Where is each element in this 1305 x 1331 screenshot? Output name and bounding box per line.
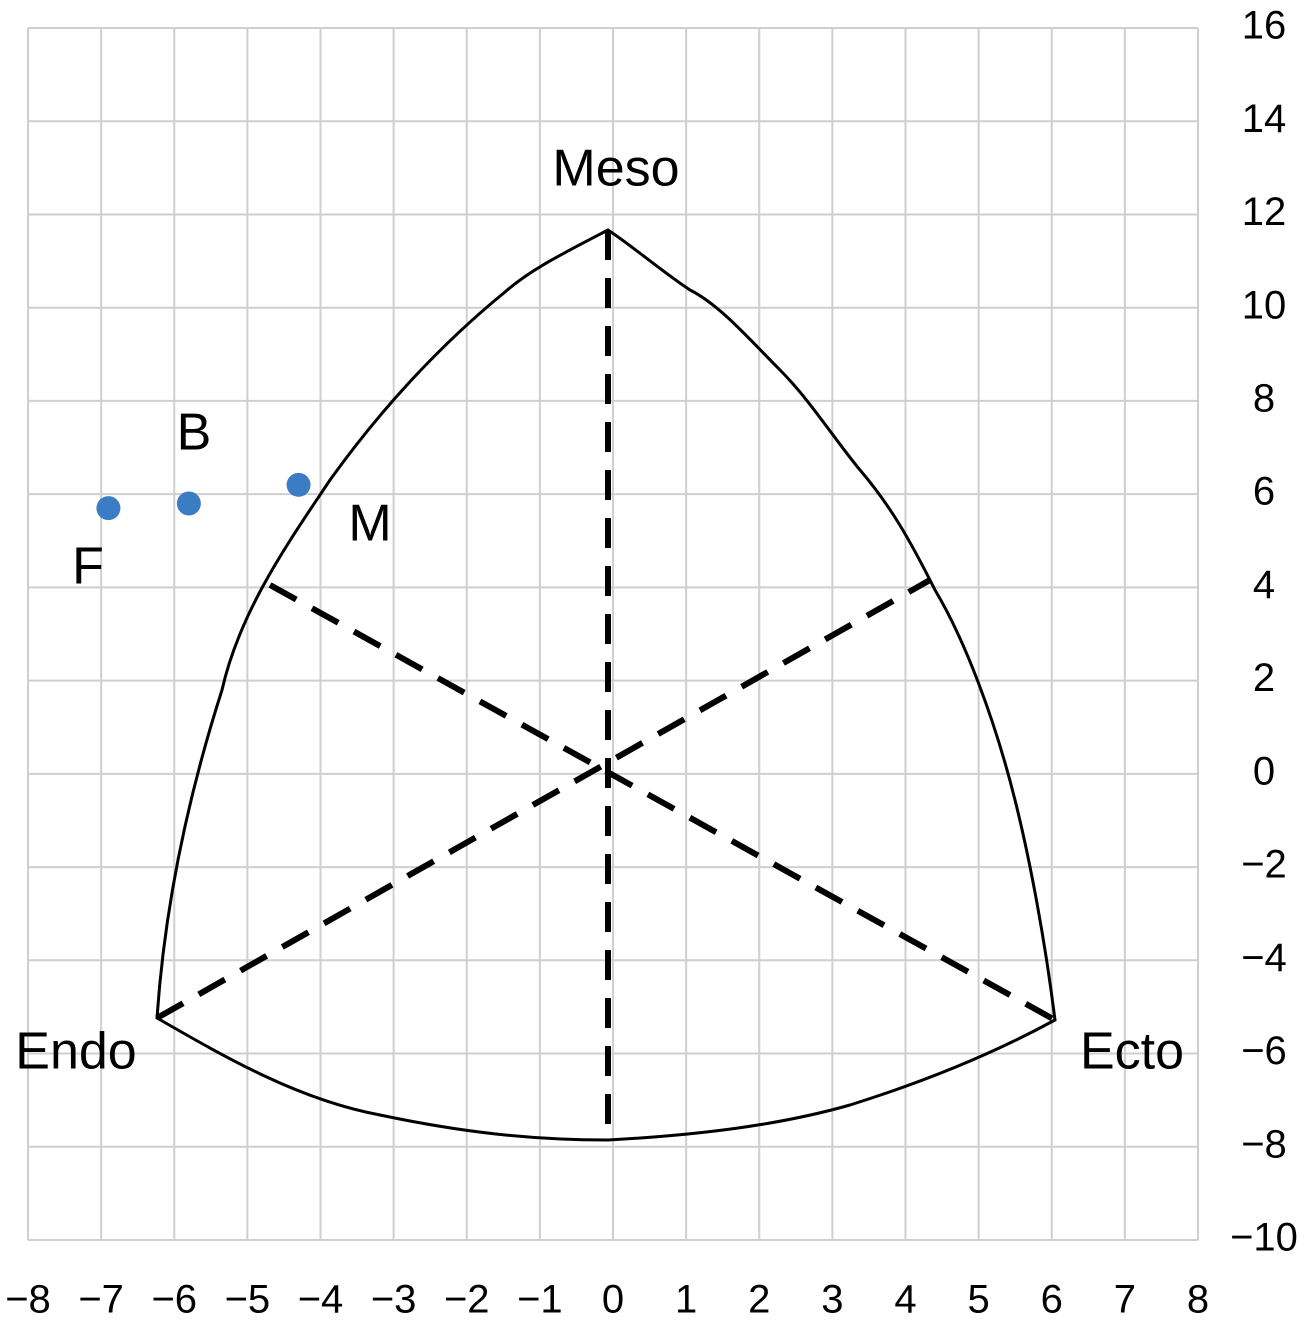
grid (27, 27, 1199, 1241)
y-tick-label: 14 (1242, 97, 1287, 141)
y-tick-label: 8 (1253, 376, 1275, 420)
axis-dash (268, 582, 1057, 1023)
y-tick-label: 12 (1242, 190, 1287, 234)
y-tick-label: 2 (1253, 656, 1275, 700)
y-tick-label: 4 (1253, 563, 1275, 607)
y-tick-label: 10 (1242, 283, 1287, 327)
annotation: Meso (552, 140, 679, 198)
x-tick-label: −5 (225, 1278, 271, 1322)
somatochart-outline (155, 228, 1057, 1142)
point (176, 491, 201, 516)
y-tick-label: −6 (1241, 1029, 1287, 1073)
y-tick-label: −8 (1241, 1122, 1287, 1166)
x-tick-label: −4 (298, 1278, 344, 1322)
annotation: Ecto (1080, 1023, 1184, 1081)
annotation: Endo (15, 1023, 136, 1081)
point-label: F (72, 538, 104, 596)
x-tick-label: 8 (1187, 1278, 1209, 1322)
x-tick-label: −8 (5, 1278, 51, 1322)
y-tick-label: 16 (1242, 4, 1287, 48)
axis-dash (155, 577, 932, 1021)
x-tick-label: 1 (675, 1278, 697, 1322)
x-tick-label: −1 (517, 1278, 563, 1322)
y-tick-label: 0 (1253, 749, 1275, 793)
point (286, 472, 311, 497)
point-label: B (177, 404, 212, 462)
x-tick-label: −6 (151, 1278, 197, 1322)
x-tick-label: −2 (444, 1278, 490, 1322)
x-tick-label: −7 (78, 1278, 124, 1322)
point-label: M (348, 495, 391, 553)
x-tick-label: 7 (1114, 1278, 1136, 1322)
y-tick-label: −4 (1241, 936, 1287, 980)
x-tick-label: 0 (602, 1278, 624, 1322)
x-tick-label: −3 (371, 1278, 417, 1322)
point (96, 496, 121, 521)
x-tick-label: 6 (1041, 1278, 1063, 1322)
x-tick-label: 3 (821, 1278, 843, 1322)
y-tick-label: −2 (1241, 843, 1287, 887)
y-tick-label: 6 (1253, 470, 1275, 514)
y-tick-label: −10 (1230, 1216, 1298, 1260)
x-tick-label: 5 (968, 1278, 990, 1322)
x-tick-label: 2 (748, 1278, 770, 1322)
x-tick-label: 4 (894, 1278, 916, 1322)
